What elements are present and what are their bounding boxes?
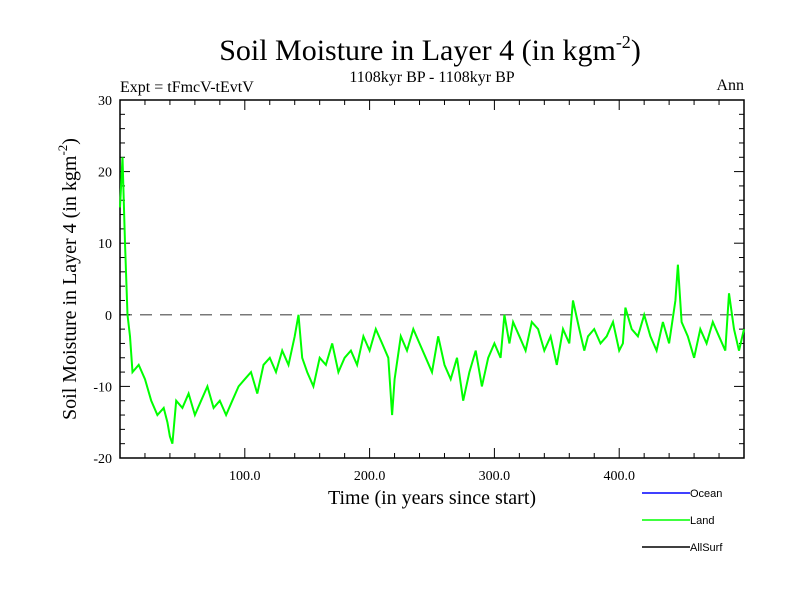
y-tick-label: 30 bbox=[98, 94, 112, 109]
x-tick-label: 200.0 bbox=[354, 469, 386, 484]
legend-ocean-label: Ocean bbox=[690, 488, 722, 500]
x-tick-label: 300.0 bbox=[479, 469, 511, 484]
x-tick-label: 100.0 bbox=[229, 469, 261, 484]
y-tick-label: -20 bbox=[93, 452, 112, 467]
x-axis-label: Time (in years since start) bbox=[328, 487, 536, 509]
y-tick-label: 0 bbox=[105, 309, 112, 324]
y-tick-label: -10 bbox=[93, 380, 112, 395]
y-axis-label: Soil Moisture in Layer 4 (in kgm-2) bbox=[55, 138, 81, 420]
experiment-label: Expt = tFmcV-tEvtV bbox=[120, 79, 254, 96]
x-tick-label: 400.0 bbox=[603, 469, 635, 484]
ticks-layer: -20 -10 0 10 20 30 100.0 200.0 300.0 400.0 bbox=[93, 94, 745, 484]
chart-title: Soil Moisture in Layer 4 (in kgm-2) bbox=[219, 32, 641, 67]
y-tick-label: 10 bbox=[98, 237, 112, 252]
legend-land-label: Land bbox=[690, 515, 714, 527]
land-series-line bbox=[119, 157, 745, 445]
chart-subtitle: 1108kyr BP - 1108kyr BP bbox=[349, 69, 514, 86]
legend: Ocean Land AllSurf bbox=[642, 488, 723, 554]
plot-frame bbox=[119, 99, 745, 459]
season-label: Ann bbox=[716, 77, 744, 94]
y-tick-label: 20 bbox=[98, 166, 112, 181]
legend-allsurf-label: AllSurf bbox=[690, 542, 723, 554]
